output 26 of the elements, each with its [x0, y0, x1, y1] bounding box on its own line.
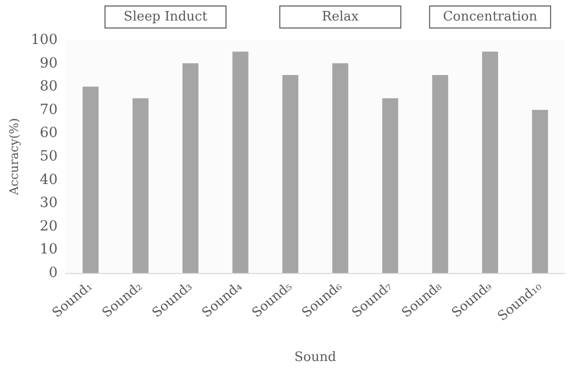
- y-tick-label: 0: [48, 265, 58, 281]
- bar: [132, 98, 149, 273]
- y-axis-title: Accuracy(%): [7, 118, 21, 196]
- bar: [482, 52, 498, 273]
- band-label: Concentration: [442, 10, 538, 24]
- bar: [232, 52, 248, 273]
- band-label: Sleep Induct: [124, 10, 208, 24]
- y-tick-label: 70: [40, 102, 58, 118]
- x-axis-title: Sound: [294, 350, 336, 365]
- bar: [432, 74, 448, 273]
- y-tick-label: 40: [40, 172, 58, 188]
- bar: [332, 63, 348, 273]
- y-tick-label: 10: [40, 242, 58, 258]
- y-tick-label: 90: [40, 55, 58, 72]
- y-tick-label: 30: [40, 195, 58, 212]
- y-tick-label: 100: [30, 32, 58, 48]
- y-tick-label: 60: [40, 125, 58, 142]
- bar: [532, 110, 548, 273]
- bar: [282, 74, 298, 273]
- band-label: Relax: [322, 10, 360, 24]
- bar: [82, 86, 99, 273]
- bar: [382, 98, 398, 273]
- y-tick-label: 50: [40, 148, 58, 164]
- y-tick-label: 20: [40, 218, 58, 234]
- y-tick-label: 80: [40, 78, 58, 95]
- bar: [182, 63, 198, 273]
